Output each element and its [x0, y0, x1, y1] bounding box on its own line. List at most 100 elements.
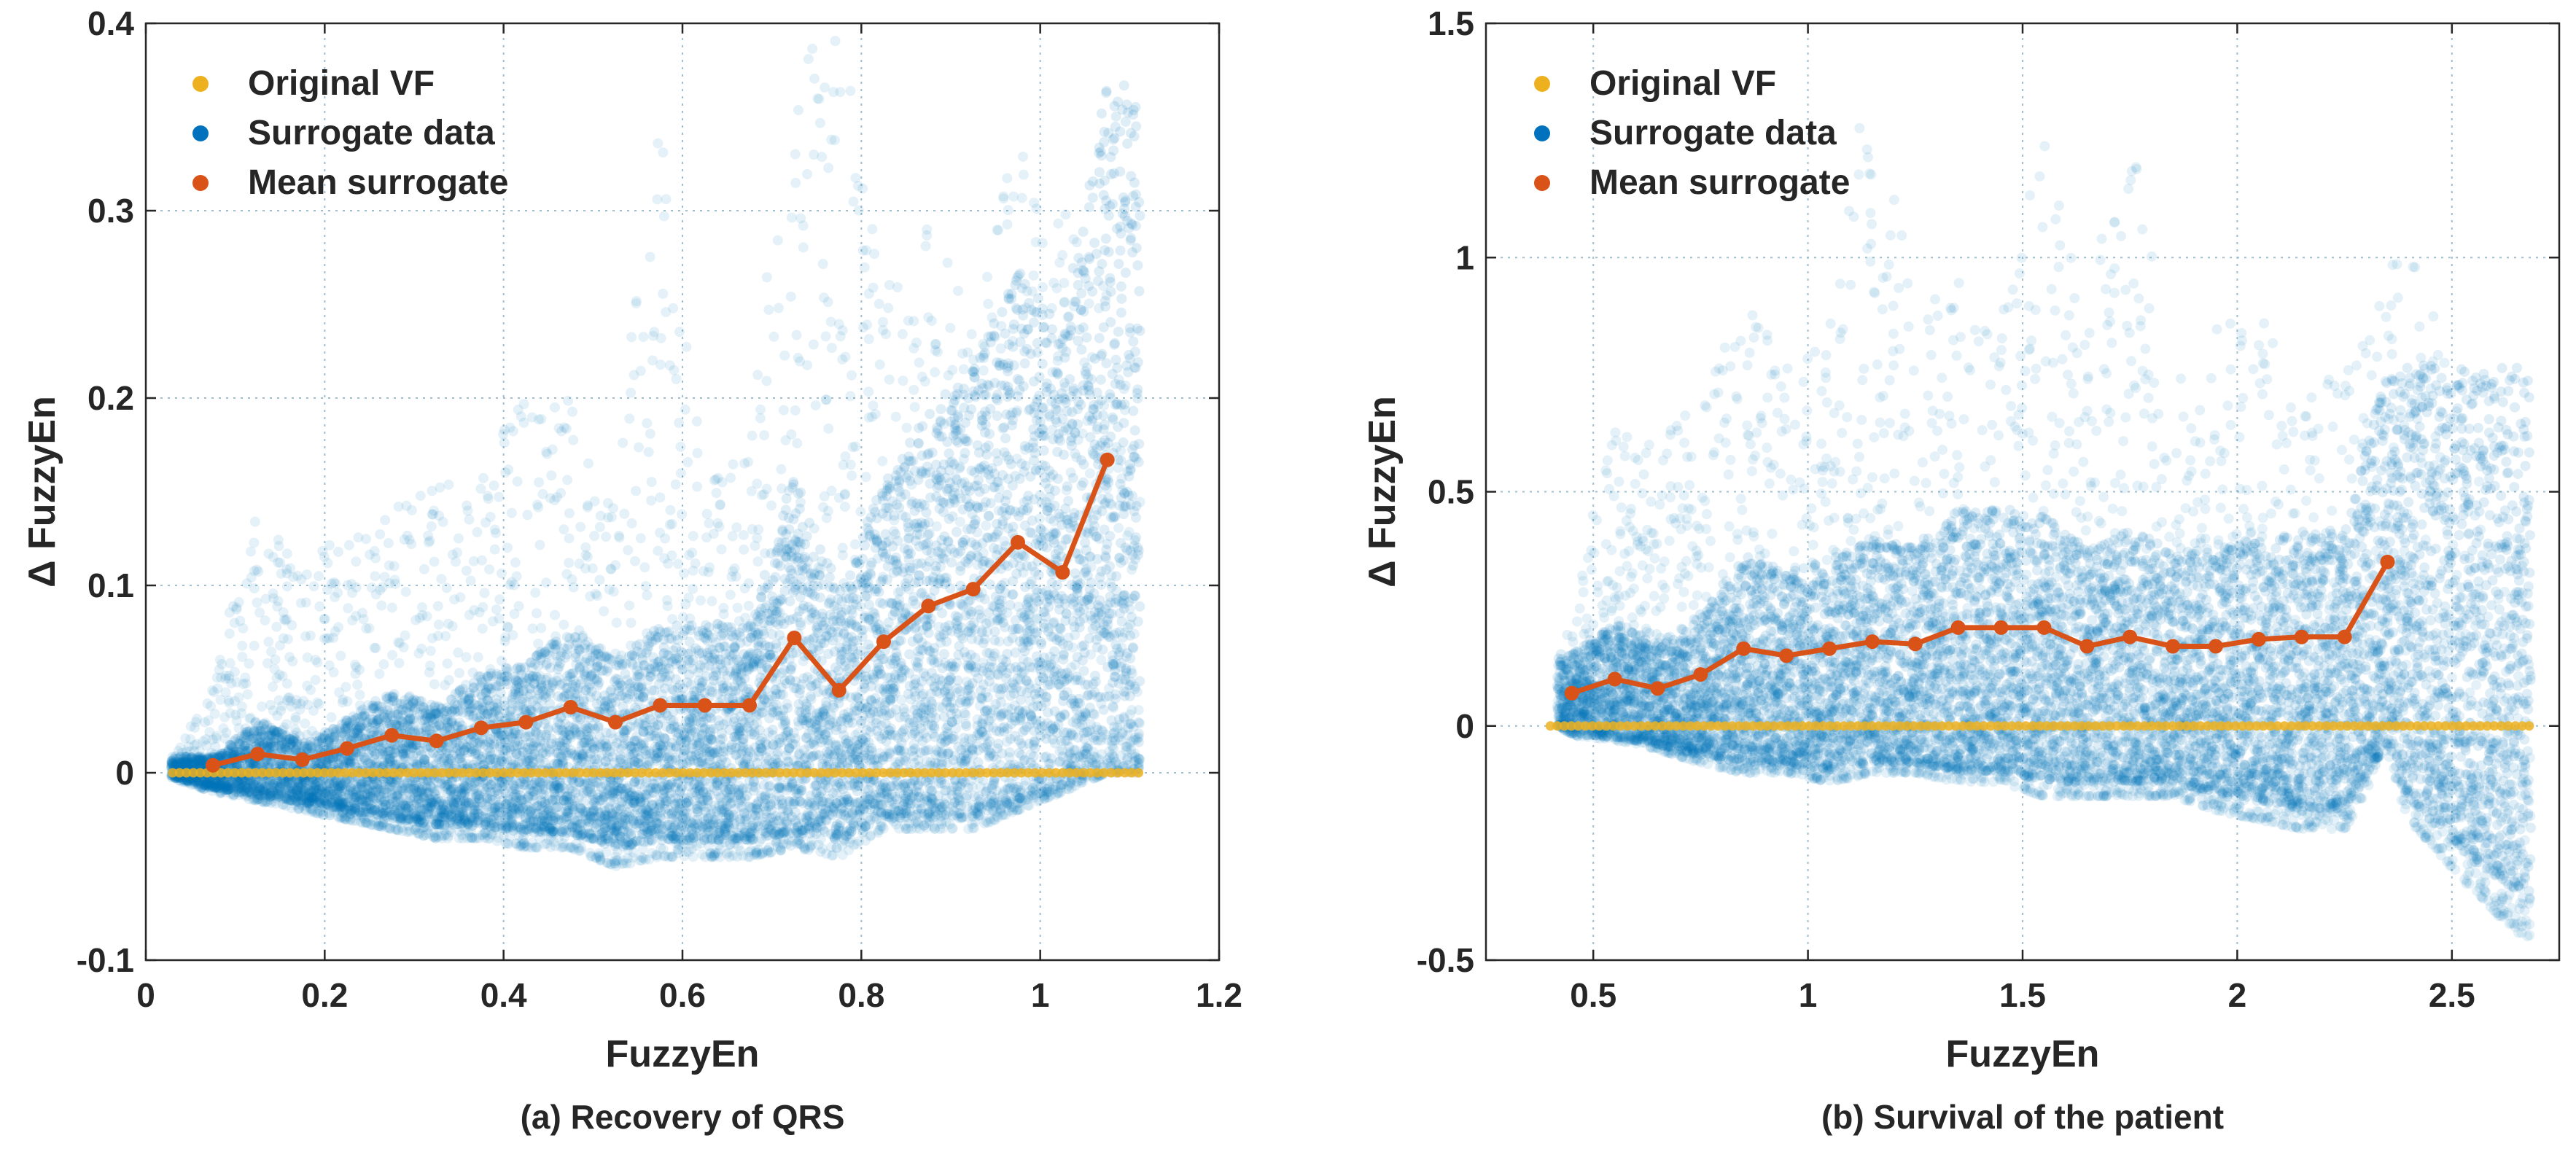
- surrogate-point: [191, 776, 202, 787]
- surrogate-point: [234, 747, 245, 757]
- surrogate-point: [332, 587, 343, 598]
- surrogate-point: [210, 741, 221, 752]
- surrogate-point: [454, 668, 465, 679]
- surrogate-point: [182, 754, 193, 765]
- surrogate-point: [179, 757, 190, 768]
- surrogate-point: [219, 777, 230, 788]
- surrogate-point: [328, 667, 339, 678]
- surrogate-point: [484, 564, 495, 575]
- surrogate-point: [220, 782, 231, 792]
- surrogate-point: [424, 535, 435, 546]
- surrogate-point: [233, 782, 244, 792]
- surrogate-point: [215, 780, 226, 791]
- surrogate-point: [214, 778, 225, 789]
- surrogate-point: [233, 787, 244, 798]
- surrogate-point: [224, 607, 235, 618]
- surrogate-point: [406, 539, 417, 550]
- surrogate-point: [191, 757, 202, 768]
- surrogate-point: [533, 502, 544, 513]
- surrogate-point: [502, 621, 513, 632]
- surrogate-point: [182, 775, 193, 786]
- surrogate-point: [176, 747, 187, 758]
- surrogate-point: [253, 566, 264, 577]
- surrogate-point: [575, 521, 586, 532]
- surrogate-point: [300, 597, 311, 608]
- surrogate-point: [209, 782, 220, 793]
- surrogate-point: [219, 782, 230, 792]
- surrogate-point: [222, 781, 233, 792]
- surrogate-point: [211, 778, 222, 789]
- surrogate-point: [185, 721, 196, 732]
- surrogate-point: [227, 784, 238, 795]
- surrogate-point: [212, 683, 223, 694]
- surrogate-point: [225, 781, 236, 792]
- surrogate-point: [197, 782, 208, 792]
- surrogate-point: [335, 650, 346, 661]
- surrogate-point: [195, 757, 206, 768]
- surrogate-point: [282, 634, 293, 644]
- surrogate-point: [185, 757, 196, 768]
- surrogate-point: [223, 747, 234, 757]
- surrogate-point: [168, 758, 179, 769]
- surrogate-point: [244, 786, 254, 797]
- surrogate-point: [236, 708, 247, 719]
- surrogate-point: [244, 786, 255, 797]
- surrogate-point: [187, 757, 198, 768]
- surrogate-point: [173, 757, 184, 768]
- surrogate-point: [214, 779, 225, 790]
- surrogate-point: [198, 784, 209, 795]
- surrogate-point: [190, 776, 201, 787]
- surrogate-point: [167, 759, 178, 770]
- surrogate-point: [218, 780, 229, 791]
- surrogate-point: [398, 642, 409, 652]
- surrogate-point: [234, 739, 245, 749]
- surrogate-point: [244, 779, 255, 790]
- surrogate-point: [231, 604, 242, 615]
- surrogate-point: [435, 482, 445, 493]
- surrogate-point: [249, 779, 260, 790]
- surrogate-point: [201, 782, 212, 792]
- surrogate-point: [245, 777, 256, 788]
- surrogate-point: [247, 758, 258, 769]
- surrogate-point: [231, 781, 242, 792]
- surrogate-point: [587, 563, 598, 574]
- surrogate-point: [213, 779, 224, 790]
- surrogate-point: [465, 575, 476, 586]
- surrogate-point: [550, 631, 561, 642]
- surrogate-point: [464, 514, 475, 525]
- surrogate-point: [190, 775, 201, 786]
- surrogate-point: [252, 597, 262, 608]
- surrogate-point: [249, 784, 260, 795]
- surrogate-point: [248, 733, 259, 744]
- surrogate-point: [223, 747, 234, 758]
- surrogate-point: [214, 655, 225, 666]
- surrogate-point: [188, 760, 199, 771]
- surrogate-point: [210, 782, 221, 792]
- surrogate-point: [195, 758, 206, 769]
- surrogate-point: [281, 581, 292, 592]
- surrogate-point: [494, 491, 505, 502]
- surrogate-point: [534, 539, 545, 550]
- surrogate-point: [181, 752, 192, 763]
- surrogate-point: [215, 694, 226, 705]
- surrogate-point: [227, 742, 238, 753]
- surrogate-point: [214, 787, 225, 798]
- surrogate-point: [209, 749, 220, 760]
- surrogate-point: [522, 510, 533, 521]
- surrogate-point: [564, 533, 575, 544]
- surrogate-point: [166, 755, 177, 766]
- surrogate-point: [201, 778, 212, 789]
- surrogate-point: [175, 742, 186, 753]
- surrogate-point: [361, 534, 372, 545]
- surrogate-point: [222, 784, 233, 795]
- surrogate-point: [249, 566, 260, 577]
- surrogate-point: [196, 782, 207, 792]
- surrogate-point: [201, 780, 211, 791]
- surrogate-point: [220, 776, 231, 787]
- surrogate-point: [380, 515, 391, 526]
- surrogate-point: [217, 776, 227, 787]
- surrogate-point: [225, 782, 236, 793]
- surrogate-point: [244, 759, 255, 770]
- surrogate-point: [195, 751, 206, 762]
- surrogate-point: [207, 781, 218, 792]
